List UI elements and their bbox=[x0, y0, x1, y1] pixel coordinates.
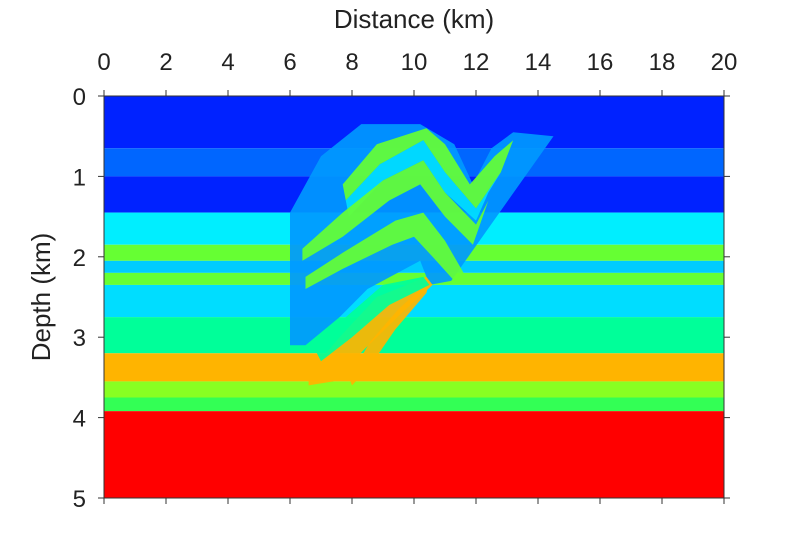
x-tick-label: 16 bbox=[587, 49, 614, 76]
y-tick-label: 1 bbox=[73, 164, 86, 191]
fold-band-4 bbox=[302, 160, 489, 261]
velocity-layer-13 bbox=[104, 411, 724, 498]
x-tick-label: 14 bbox=[525, 49, 552, 76]
x-tick-label: 6 bbox=[283, 49, 296, 76]
velocity-layer-6 bbox=[104, 260, 724, 273]
plot-area bbox=[104, 96, 724, 498]
fold-band-8 bbox=[314, 276, 430, 362]
y-tick-label: 5 bbox=[73, 486, 86, 513]
y-tick-label: 0 bbox=[73, 84, 86, 111]
fold-band-3 bbox=[345, 140, 501, 221]
velocity-layer-11 bbox=[104, 381, 724, 398]
fold-band-7 bbox=[348, 280, 430, 386]
x-tick-label: 0 bbox=[97, 49, 110, 76]
fold-band-5 bbox=[305, 212, 464, 289]
y-axis: 0 1 2 3 4 5 bbox=[73, 84, 730, 513]
y-tick-label: 4 bbox=[73, 406, 86, 433]
x-tick-label: 8 bbox=[345, 49, 358, 76]
x-tick-label: 10 bbox=[401, 49, 428, 76]
x-tick-label: 2 bbox=[159, 49, 172, 76]
x-tick-label: 12 bbox=[463, 49, 490, 76]
x-axis-label: Distance (km) bbox=[334, 4, 494, 34]
x-tick-label: 18 bbox=[649, 49, 676, 76]
y-tick-label: 3 bbox=[73, 325, 86, 352]
x-axis: 0 2 4 6 8 10 12 14 16 18 20 bbox=[97, 49, 737, 504]
fold-band-2 bbox=[342, 128, 514, 209]
x-tick-label: 20 bbox=[711, 49, 738, 76]
x-tick-label: 4 bbox=[221, 49, 234, 76]
velocity-layer-9 bbox=[104, 317, 724, 354]
velocity-layer-10 bbox=[104, 353, 724, 382]
y-tick-label: 2 bbox=[73, 245, 86, 272]
velocity-layer-12 bbox=[104, 397, 724, 412]
fold-band-6 bbox=[308, 276, 433, 386]
y-axis-label: Depth (km) bbox=[26, 233, 56, 362]
